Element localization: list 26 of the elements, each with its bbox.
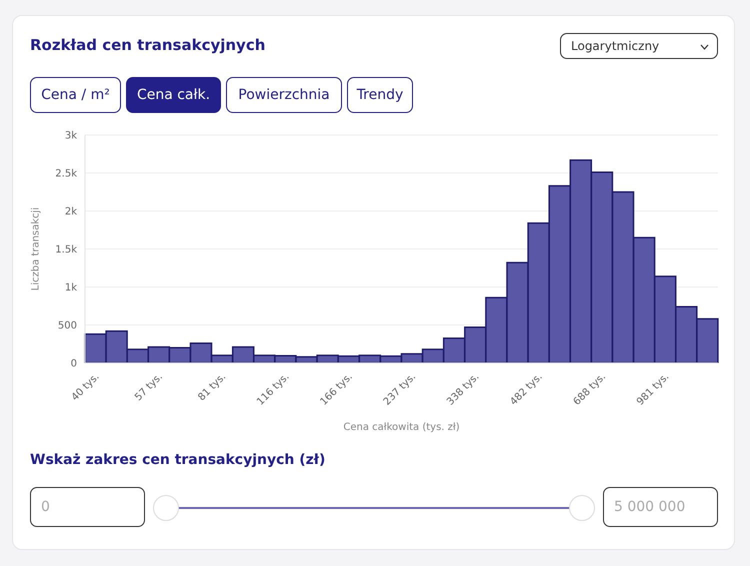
text: Wskaż zakres cen transakcyjnych (zł)	[30, 452, 326, 468]
y-tick-label: 2.5k	[55, 168, 78, 180]
x-tick-label: 40 tys.	[70, 371, 102, 404]
y-axis-title: Liczba transakcji	[30, 207, 42, 291]
y-tick-label: 2k	[64, 206, 78, 218]
x-tick-label: 482 tys.	[508, 371, 545, 408]
x-tick-label: 57 tys.	[133, 371, 165, 404]
y-tick-label: 0	[70, 358, 77, 370]
text: Trendy	[347, 77, 413, 113]
text: 5 000 000	[603, 487, 718, 527]
y-tick-label: 500	[58, 320, 77, 332]
x-tick-label: 166 tys.	[318, 371, 355, 408]
x-axis-title: Cena całkowita (tys. zł)	[343, 422, 460, 433]
text: Cena całk.	[126, 77, 221, 113]
y-tick-label: 1.5k	[55, 244, 78, 256]
x-tick-label: 688 tys.	[572, 371, 608, 408]
x-tick-label: 81 tys.	[196, 371, 228, 404]
x-tick-label: 338 tys.	[445, 371, 482, 408]
text: Powierzchnia	[226, 77, 342, 113]
y-tick-label: 1k	[64, 282, 78, 294]
y-tick-label: 3k	[64, 130, 78, 142]
x-tick-label: 116 tys.	[255, 371, 292, 408]
chart-title: Rozkład cen transakcyjnych	[30, 36, 266, 54]
text: Cena / m²	[30, 77, 121, 113]
text: Logarytmiczny	[571, 39, 660, 53]
x-tick-label: 981 tys.	[634, 371, 672, 408]
